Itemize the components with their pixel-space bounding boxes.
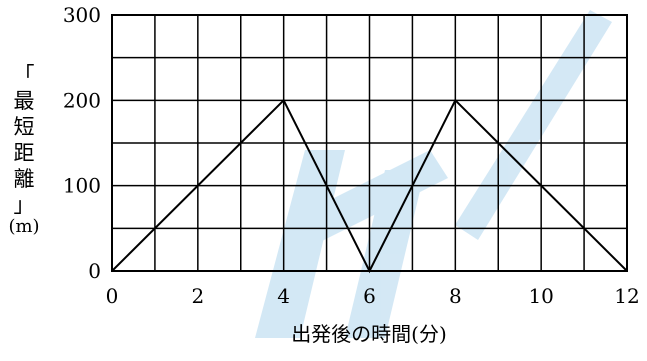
grid bbox=[112, 15, 627, 271]
x-axis-label: 出発後の時間(分) bbox=[291, 322, 447, 346]
x-tick-label: 12 bbox=[614, 284, 639, 308]
x-tick-label: 8 bbox=[449, 284, 462, 308]
y-axis-label-part: (m) bbox=[8, 216, 39, 237]
y-tick-labels: 0 100 200 300 bbox=[63, 3, 101, 283]
y-tick-label: 100 bbox=[63, 174, 101, 198]
data-point bbox=[454, 99, 457, 102]
y-tick-label: 300 bbox=[63, 3, 101, 27]
y-axis-label-part: 」 bbox=[14, 193, 35, 217]
watermark-stroke bbox=[345, 170, 425, 338]
x-tick-label: 6 bbox=[363, 284, 376, 308]
x-tick-label: 0 bbox=[106, 284, 119, 308]
y-tick-label: 0 bbox=[88, 259, 101, 283]
series-group bbox=[111, 98, 628, 274]
x-tick-label: 4 bbox=[277, 284, 290, 308]
y-axis-label-part: 最 bbox=[14, 89, 35, 113]
y-axis-label-part: 短 bbox=[14, 115, 35, 139]
data-point bbox=[111, 270, 113, 272]
x-tick-labels: 0 2 4 6 8 10 12 bbox=[106, 284, 640, 308]
y-axis-label-part: 離 bbox=[14, 167, 35, 191]
data-point bbox=[626, 270, 628, 272]
x-tick-label: 10 bbox=[528, 284, 553, 308]
watermark-stroke bbox=[455, 10, 612, 240]
data-point bbox=[282, 99, 285, 102]
y-axis-label-part: 距 bbox=[14, 141, 35, 165]
data-point bbox=[368, 270, 371, 272]
watermark bbox=[255, 10, 612, 338]
x-tick-label: 2 bbox=[191, 284, 204, 308]
y-axis-label-part: 「 bbox=[14, 63, 35, 87]
watermark-stroke bbox=[255, 150, 345, 338]
watermark-stroke bbox=[300, 150, 448, 243]
y-tick-label: 200 bbox=[63, 88, 101, 112]
